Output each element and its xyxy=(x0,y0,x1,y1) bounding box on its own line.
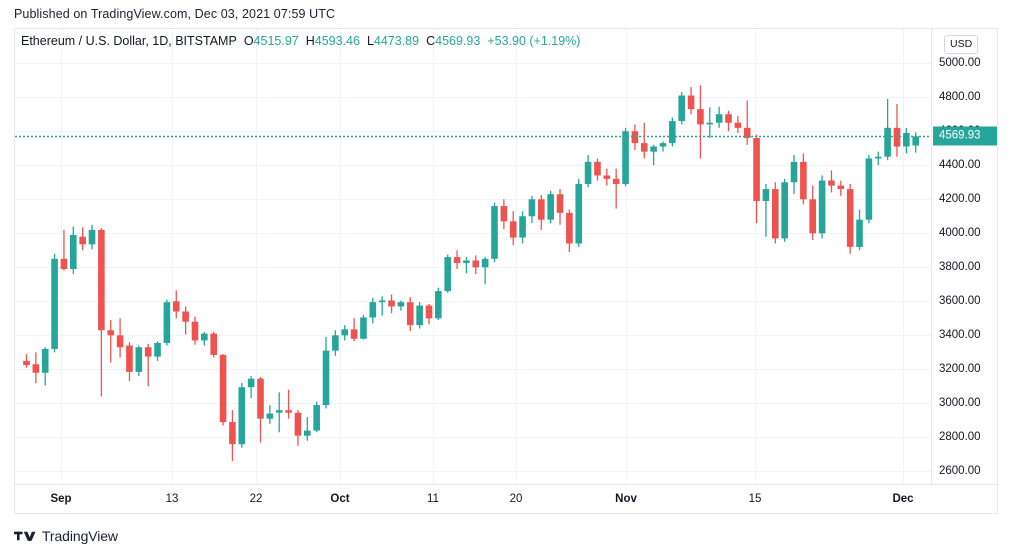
tradingview-logo-icon xyxy=(14,531,36,541)
candlestick-series xyxy=(23,85,919,462)
time-tick-label: 11 xyxy=(427,493,439,505)
time-tick-label: 13 xyxy=(165,493,179,505)
time-axis[interactable]: Sep 13 22 Oct 11 20 Nov 15 Dec xyxy=(15,484,997,513)
price-tick-label: 3800.00 xyxy=(939,261,981,274)
price-tick-label: 4200.00 xyxy=(939,193,981,206)
price-tick-label: 3000.00 xyxy=(939,397,981,410)
price-tick-label: 2600.00 xyxy=(939,465,981,478)
time-tick-label: 22 xyxy=(249,493,263,505)
current-price-line xyxy=(15,135,932,138)
time-tick-label: Sep xyxy=(50,493,72,505)
tradingview-wordmark: TradingView xyxy=(42,528,118,544)
price-tick-label: 4000.00 xyxy=(939,227,981,240)
footer-branding: TradingView xyxy=(14,528,118,544)
price-tick-label: 3600.00 xyxy=(939,295,981,308)
time-tick-label: 15 xyxy=(748,493,762,505)
current-price-badge: 4569.93 xyxy=(933,126,997,146)
chart-container: Ethereum / U.S. Dollar, 1D, BITSTAMP O451… xyxy=(14,28,998,514)
chart-gridlines xyxy=(15,29,932,485)
time-tick-label: Dec xyxy=(892,493,914,505)
currency-badge: USD xyxy=(944,35,979,54)
time-tick-label: Oct xyxy=(330,493,350,505)
price-tick-label: 4800.00 xyxy=(939,91,981,104)
price-tick-label: 2800.00 xyxy=(939,431,981,444)
price-axis[interactable]: USD 4569.93 5000.004800.004600.004400.00… xyxy=(931,29,997,513)
price-tick-label: 4400.00 xyxy=(939,159,981,172)
time-tick-label: 20 xyxy=(509,493,523,505)
time-tick-label: Nov xyxy=(615,493,637,505)
price-tick-label: 3400.00 xyxy=(939,329,981,342)
chart-plot-area[interactable] xyxy=(15,29,932,513)
price-tick-label: 3200.00 xyxy=(939,363,981,376)
price-tick-label: 5000.00 xyxy=(939,57,981,70)
published-caption: Published on TradingView.com, Dec 03, 20… xyxy=(14,7,336,21)
